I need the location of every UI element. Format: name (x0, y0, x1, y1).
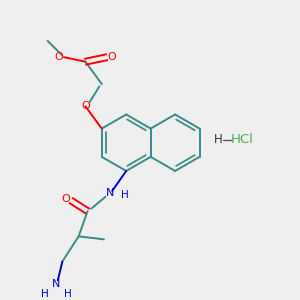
Text: N: N (52, 279, 61, 289)
Text: O: O (108, 52, 116, 62)
Text: O: O (61, 194, 70, 204)
Text: O: O (54, 52, 63, 62)
Text: HCl: HCl (231, 133, 254, 146)
Text: H: H (41, 289, 49, 299)
Text: H: H (64, 289, 71, 299)
Text: H: H (214, 133, 223, 146)
Text: H: H (121, 190, 129, 200)
Text: N: N (106, 188, 114, 198)
Text: O: O (81, 101, 90, 111)
